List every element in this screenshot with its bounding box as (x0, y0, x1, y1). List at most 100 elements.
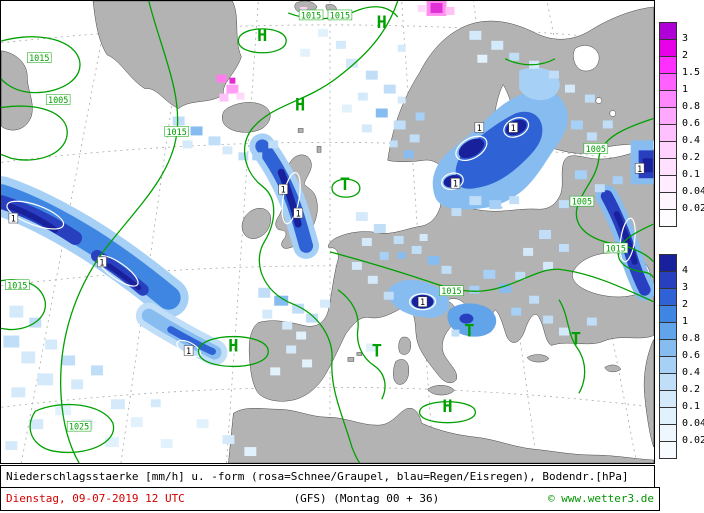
legend-swatch (659, 339, 677, 357)
precipitation-layer-shape (172, 116, 185, 126)
pressure-center-H: H (377, 12, 387, 32)
legend-swatch (659, 407, 677, 425)
precip-contour-layer-shape (409, 293, 437, 311)
precip-contour-layer-shape (455, 135, 488, 162)
land-labrador (1, 50, 33, 131)
isobar-layer-shape (575, 117, 654, 263)
land-greenland (92, 1, 242, 109)
precipitation-layer-shape (427, 255, 440, 265)
isobar-label: 1005 (45, 94, 71, 105)
precipitation-layer-shape (110, 399, 125, 410)
legend-swatch (659, 441, 677, 459)
precipitation-layer-shape (477, 54, 488, 63)
precipitation-layer-shape (11, 387, 26, 398)
precip-contour-label: 1 (474, 122, 485, 133)
isobar-label-shape (583, 143, 609, 154)
map-labels-layer: 1015 1005 1015 1015 1025 1015 1015 1005 1005 1015… (5, 9, 645, 432)
precipitation-layer-shape (469, 285, 480, 294)
precip-contour-label: 1 (97, 256, 107, 267)
precipitation-layer-shape (351, 261, 362, 270)
pressure-center-H: H (228, 335, 238, 355)
precipitation-layer-shape (29, 419, 44, 430)
precipitation-layer-shape (365, 70, 378, 80)
legend-value: 0.8 (682, 101, 701, 112)
precipitation-layer-shape (268, 140, 279, 149)
snow-layer-shape (417, 4, 426, 12)
precipitation-layer-shape (367, 275, 378, 284)
legend-swatch (659, 73, 677, 91)
legend-value: 1.5 (682, 67, 701, 78)
land-ireland (241, 208, 271, 239)
precip-contour-label: 1 (293, 207, 303, 219)
precipitation-layer-shape (379, 251, 389, 260)
lake (609, 110, 617, 117)
legend-swatch (659, 124, 677, 142)
isobar-label: 1005 (569, 195, 595, 207)
precip-contour-label-shape: 1 (11, 214, 16, 224)
precipitation-layer-shape (306, 313, 319, 323)
precipitation-layer-shape (320, 299, 330, 308)
precip-contour-label-shape (293, 207, 303, 219)
precipitation-layer-shape (9, 305, 24, 318)
legend-value: 0.6 (682, 118, 701, 129)
precipitation-layer-shape (357, 92, 368, 101)
precip-contour-label-shape: 1 (296, 209, 301, 219)
precip-contour-label-shape (278, 183, 288, 195)
legend-value: 0.2 (682, 152, 701, 163)
isobar-layer-shape (337, 289, 386, 400)
precipitation-layer-shape (6, 203, 59, 233)
precip-contour-label-shape (508, 122, 518, 133)
precip-contour-label-shape (417, 296, 428, 307)
map-title: Niederschlagsstaerke [mm/h] u. -form (ro… (6, 470, 629, 483)
legend-swatch (659, 288, 677, 306)
precip-contour-label: 1 (634, 163, 645, 174)
precipitation-layer-shape (459, 313, 474, 324)
precipitation-layer-shape (238, 152, 249, 161)
precipitation-layer-shape (61, 355, 76, 366)
legend-swatch (659, 424, 677, 442)
precipitation-layer-shape (543, 315, 554, 324)
precipitation-layer-shape (296, 331, 307, 340)
precip-contour-label-shape: 1 (511, 123, 516, 133)
legend-value: 0.02 (682, 203, 704, 214)
precip-contour-label-shape: 1 (186, 346, 191, 356)
map-title-bar: Niederschlagsstaerke [mm/h] u. -form (ro… (0, 465, 655, 488)
precipitation-layer-shape (411, 245, 422, 254)
isobar-label-shape (603, 242, 628, 254)
precipitation-layer-shape (222, 146, 233, 155)
graticule-layer-shape (1, 24, 654, 44)
pressure-center-T: T (340, 174, 350, 194)
precipitation-layer-shape (365, 343, 376, 352)
precipitation-layer-shape (222, 435, 235, 445)
legend-value: 0.6 (682, 350, 701, 361)
precipitation-layer-shape (292, 303, 305, 314)
legend-swatch (659, 390, 677, 408)
precip-contour-label-shape (8, 212, 19, 224)
precipitation-layer-shape (21, 351, 36, 364)
land-north-africa (228, 407, 654, 463)
precip-contour-label: 1 (183, 345, 194, 356)
precipitation-layer-shape (150, 399, 161, 408)
land-levant (643, 339, 654, 448)
precipitation-layer-shape (244, 447, 257, 457)
precipitation-layer-shape (361, 124, 372, 133)
precipitation-layer-shape (190, 126, 203, 136)
legend-value: 0.04 (682, 418, 704, 429)
precipitation-layer-shape (612, 176, 623, 185)
legend-value: 0.1 (682, 401, 701, 412)
land-balearic (347, 357, 355, 362)
precipitation-layer-shape (511, 307, 522, 316)
isobar-layer-shape (60, 1, 179, 463)
land-balearic (356, 352, 363, 356)
precip-contour-layer-shape (441, 172, 464, 191)
pressure-center-T: T (372, 340, 382, 360)
legend-value: 1 (682, 84, 689, 95)
precipitation-layer-shape (383, 291, 394, 300)
precip-contour-layer-shape (503, 117, 530, 138)
snow-layer-shape (216, 74, 227, 83)
legend-swatch (659, 356, 677, 374)
precipitation-layer-shape (489, 200, 502, 210)
isobar-label-shape: 1015 (166, 127, 186, 137)
isobar-label-shape: 1005 (48, 95, 68, 105)
isobar-layer-shape (29, 403, 115, 454)
